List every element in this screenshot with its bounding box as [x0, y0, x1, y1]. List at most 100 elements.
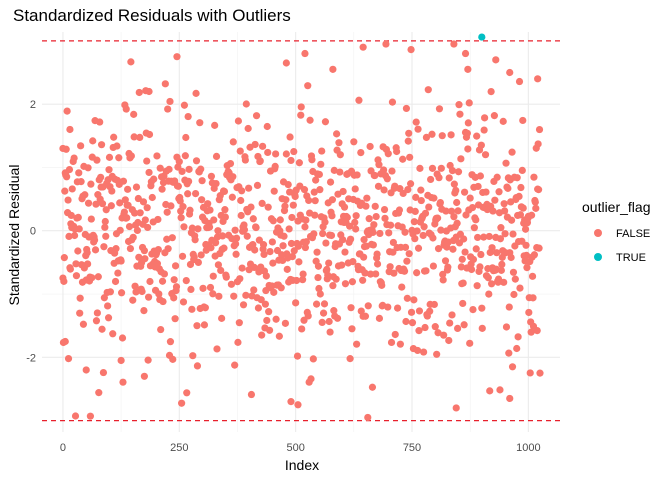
- data-point: [123, 214, 131, 222]
- data-point: [282, 150, 290, 158]
- data-point: [445, 336, 453, 345]
- data-point: [332, 275, 340, 283]
- data-point: [93, 309, 101, 317]
- data-point: [413, 269, 421, 277]
- data-point: [59, 144, 67, 153]
- data-point: [407, 180, 415, 188]
- data-point: [391, 330, 399, 339]
- data-point: [507, 253, 515, 262]
- x-tick-label: 0: [60, 442, 66, 454]
- data-point: [155, 290, 163, 298]
- data-point: [506, 394, 514, 403]
- data-point: [61, 337, 69, 346]
- data-point: [81, 191, 89, 199]
- data-point: [374, 182, 383, 190]
- data-point: [399, 155, 407, 163]
- data-point: [381, 214, 389, 222]
- data-point: [65, 232, 73, 240]
- data-point: [294, 242, 303, 250]
- data-point: [76, 294, 84, 302]
- data-point: [113, 142, 121, 150]
- data-point: [324, 271, 332, 279]
- x-axis-title: Index: [285, 457, 319, 473]
- data-point: [414, 125, 422, 133]
- data-point: [309, 355, 317, 363]
- data-point: [141, 255, 149, 263]
- data-point: [357, 148, 365, 157]
- legend-swatch-true: [594, 253, 602, 261]
- data-point: [348, 325, 356, 333]
- data-point: [64, 354, 73, 363]
- data-point: [67, 211, 75, 220]
- data-point: [518, 166, 526, 175]
- x-tick-label: 750: [403, 442, 421, 454]
- data-point: [519, 116, 527, 125]
- data-point: [526, 369, 534, 377]
- data-point: [153, 152, 161, 160]
- data-point: [472, 216, 480, 224]
- data-point: [286, 133, 294, 141]
- data-point: [82, 366, 90, 374]
- data-point: [154, 215, 162, 224]
- data-point: [359, 253, 368, 261]
- data-point: [516, 284, 524, 292]
- data-point: [98, 325, 106, 333]
- data-point: [156, 164, 164, 172]
- data-point: [461, 49, 470, 58]
- data-point: [500, 200, 508, 208]
- data-point: [405, 129, 413, 137]
- data-point: [182, 133, 190, 142]
- data-point: [264, 203, 272, 211]
- data-point: [522, 251, 531, 259]
- data-point: [366, 142, 374, 151]
- data-point: [346, 235, 355, 243]
- data-point: [252, 112, 261, 120]
- data-point: [135, 253, 143, 261]
- data-point: [268, 238, 276, 246]
- data-point: [450, 213, 458, 221]
- data-point: [84, 260, 92, 268]
- data-point: [88, 274, 96, 282]
- data-point: [469, 255, 478, 264]
- data-point: [77, 142, 85, 150]
- data-point: [384, 150, 392, 158]
- data-point: [376, 229, 384, 238]
- data-point: [311, 197, 319, 205]
- data-point: [116, 199, 124, 207]
- data-point: [92, 200, 100, 208]
- data-point: [388, 167, 396, 175]
- data-point: [481, 114, 489, 122]
- data-point: [290, 147, 298, 156]
- data-point: [117, 257, 125, 265]
- data-point: [464, 145, 472, 153]
- data-point: [166, 97, 174, 106]
- data-point: [316, 290, 324, 298]
- data-point: [434, 329, 442, 337]
- data-point: [447, 131, 455, 139]
- data-point: [464, 65, 472, 73]
- data-point: [340, 203, 349, 211]
- x-tick-label: 1000: [516, 442, 540, 454]
- data-point: [299, 270, 307, 278]
- data-point: [312, 300, 321, 308]
- data-point: [269, 217, 277, 225]
- data-point: [270, 187, 278, 195]
- data-point: [144, 223, 152, 232]
- data-point: [227, 280, 236, 288]
- data-point: [207, 172, 216, 180]
- data-point: [362, 202, 370, 210]
- data-point: [422, 133, 431, 142]
- data-point: [64, 196, 72, 204]
- data-point: [402, 104, 411, 113]
- data-point: [212, 152, 221, 160]
- data-point: [230, 292, 238, 300]
- data-point: [396, 340, 404, 348]
- data-point: [525, 308, 533, 317]
- data-point: [492, 56, 500, 64]
- legend: outlier_flag FALSE TRUE: [582, 199, 651, 264]
- data-point: [433, 214, 442, 222]
- data-point: [486, 387, 494, 395]
- data-point: [304, 82, 312, 90]
- data-point: [179, 203, 187, 211]
- data-point: [480, 126, 488, 134]
